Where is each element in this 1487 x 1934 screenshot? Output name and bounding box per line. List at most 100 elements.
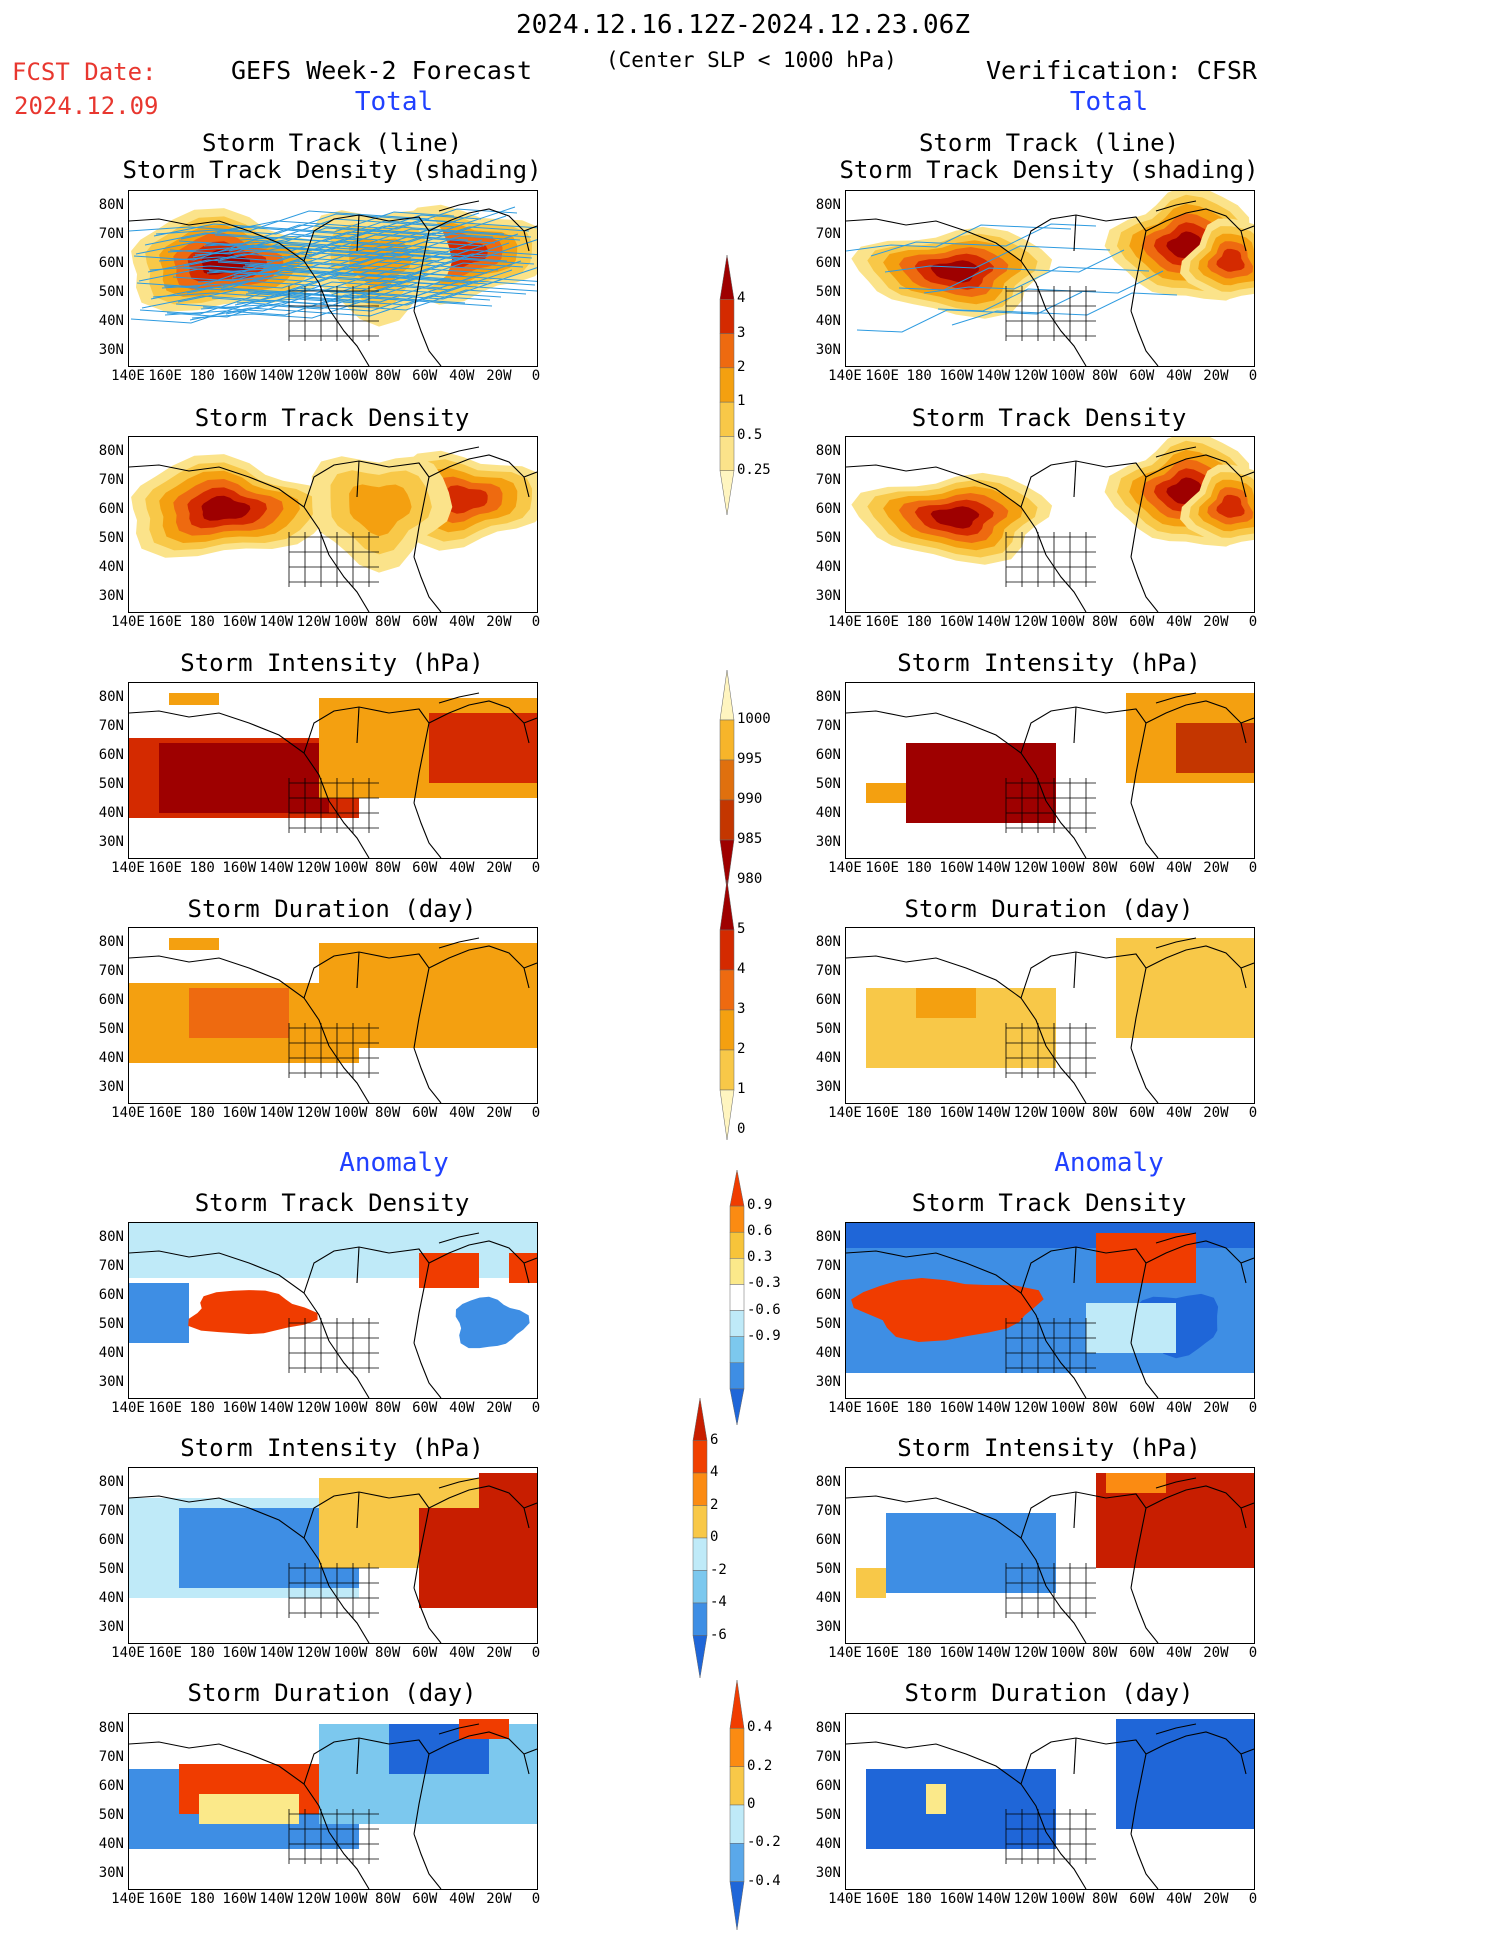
lat-tick-label: 30N: [815, 588, 841, 604]
lon-tick-label: 100W: [1050, 1891, 1085, 1907]
panel-title: Storm Intensity (hPa): [897, 1434, 1201, 1462]
density-contour: [201, 495, 251, 521]
lon-tick-label: 140E: [111, 368, 145, 384]
storm-track-line: [167, 231, 469, 253]
panel-title: Storm Intensity (hPa): [897, 649, 1201, 677]
lat-tick-label: 80N: [98, 1720, 124, 1736]
panel-title: Storm Duration (day): [187, 895, 477, 923]
panel-title: Storm Intensity (hPa): [180, 649, 484, 677]
grid-cell-block: [926, 1784, 946, 1814]
storm-track-line: [230, 228, 532, 250]
grid-cell-block: [429, 713, 537, 783]
colorbar-anom-intensity: [692, 1397, 708, 1679]
storm-track-line: [242, 246, 537, 268]
colorbar-duration: [718, 879, 736, 1144]
lon-tick-label: 60W: [1129, 1400, 1155, 1416]
lat-tick-label: 70N: [815, 472, 841, 488]
lon-tick-label: 60W: [412, 1891, 438, 1907]
storm-track-line: [884, 245, 1111, 273]
colorbar-tick-label: -4: [710, 1594, 727, 1610]
lon-tick-label: 60W: [1129, 1105, 1155, 1121]
storm-track-line: [923, 266, 1150, 294]
lon-tick-label: 140E: [828, 1891, 862, 1907]
storm-track-line: [244, 239, 537, 270]
colorbar-cap-top: [719, 879, 735, 931]
colorbar-tick-label: 4: [710, 1464, 719, 1480]
lon-tick-label: 140W: [976, 1400, 1011, 1416]
lon-tick-label: 140W: [976, 1645, 1011, 1661]
lon-tick-label: 40W: [449, 1645, 475, 1661]
lon-tick-label: 20W: [486, 1105, 512, 1121]
lat-tick-label: 50N: [815, 776, 841, 792]
lon-tick-label: 120W: [1013, 1400, 1048, 1416]
colorbar-tick-label: 2: [737, 1041, 746, 1057]
map-panel: [845, 190, 1255, 367]
lon-tick-label: 80W: [1091, 1645, 1118, 1661]
lat-tick-label: 80N: [815, 443, 841, 459]
map-panel: [845, 436, 1255, 613]
panel-title: Storm Track Density: [194, 1189, 470, 1217]
lat-tick-label: 80N: [98, 443, 124, 459]
storm-track-line: [138, 256, 440, 282]
lon-tick-label: 160W: [939, 368, 974, 384]
lon-tick-label: 40W: [449, 1891, 475, 1907]
storm-track-line: [222, 262, 524, 288]
colorbar-segment: [719, 299, 735, 334]
lon-tick-label: 0: [531, 1645, 541, 1661]
lat-tick-label: 30N: [98, 1619, 124, 1635]
lon-tick-label: 160W: [939, 1891, 974, 1907]
lat-tick-label: 80N: [815, 1229, 841, 1245]
lat-tick-label: 70N: [815, 1503, 841, 1519]
lon-tick-label: 40W: [449, 1105, 475, 1121]
grid-cell-block: [1106, 1473, 1166, 1493]
panel-title: Storm Track Density: [911, 404, 1187, 432]
lon-tick-label: 140E: [828, 368, 862, 384]
colorbar-segment: [719, 969, 735, 1011]
storm-track-line: [153, 211, 455, 237]
map-panel: [128, 190, 538, 367]
lon-tick-label: 180: [906, 860, 932, 876]
lon-tick-label: 80W: [1091, 1400, 1118, 1416]
lat-tick-label: 70N: [98, 1503, 124, 1519]
lon-tick-label: 160E: [148, 1105, 182, 1121]
lon-tick-label: 100W: [1050, 1105, 1085, 1121]
colorbar-tick-label: 0.9: [747, 1197, 773, 1214]
panel-title: Storm Track Density: [911, 1189, 1187, 1217]
storm-track-line: [870, 223, 1097, 257]
colorbar-segment: [692, 1472, 708, 1506]
lon-tick-label: 120W: [1013, 1645, 1048, 1661]
lon-tick-label: 60W: [412, 1105, 438, 1121]
lon-tick-label: 120W: [296, 1645, 331, 1661]
map-panel: [845, 1467, 1255, 1644]
lon-tick-label: 140E: [828, 1400, 862, 1416]
lon-tick-label: 40W: [1166, 1645, 1192, 1661]
colorbar-tick-label: 6: [710, 1431, 719, 1448]
storm-track-line: [183, 241, 485, 267]
lon-tick-label: 160W: [222, 614, 257, 630]
lat-tick-label: 50N: [98, 1807, 124, 1823]
lon-tick-label: 20W: [1203, 1891, 1229, 1907]
colorbar-segment: [729, 1310, 745, 1337]
lon-tick-label: 0: [531, 368, 541, 384]
colorbar-cap-bottom: [729, 1881, 745, 1931]
colorbar-tick-label: 0.5: [737, 427, 763, 444]
colorbar-tick-label: 1: [737, 393, 746, 410]
lon-tick-label: 140E: [828, 614, 862, 630]
lat-tick-label: 40N: [815, 1050, 841, 1066]
lon-tick-label: 40W: [449, 1400, 475, 1416]
fcst-date-label: FCST Date:: [12, 58, 157, 86]
lat-tick-label: 40N: [98, 559, 124, 575]
map-cfsr-5: [846, 1473, 1254, 1643]
lon-tick-label: 60W: [1129, 860, 1155, 876]
grid-cell-block: [916, 988, 976, 1018]
map-cfsr-2: [846, 692, 1254, 858]
lon-tick-label: 80W: [374, 1891, 401, 1907]
panel-title: Storm Duration (day): [904, 895, 1194, 923]
storm-track-line: [846, 224, 1072, 252]
lon-tick-label: 100W: [1050, 368, 1085, 384]
lon-tick-label: 20W: [1203, 1400, 1229, 1416]
lat-tick-label: 50N: [98, 1561, 124, 1577]
lat-tick-label: 40N: [98, 1590, 124, 1606]
lon-tick-label: 140E: [828, 1645, 862, 1661]
lat-tick-label: 40N: [815, 805, 841, 821]
